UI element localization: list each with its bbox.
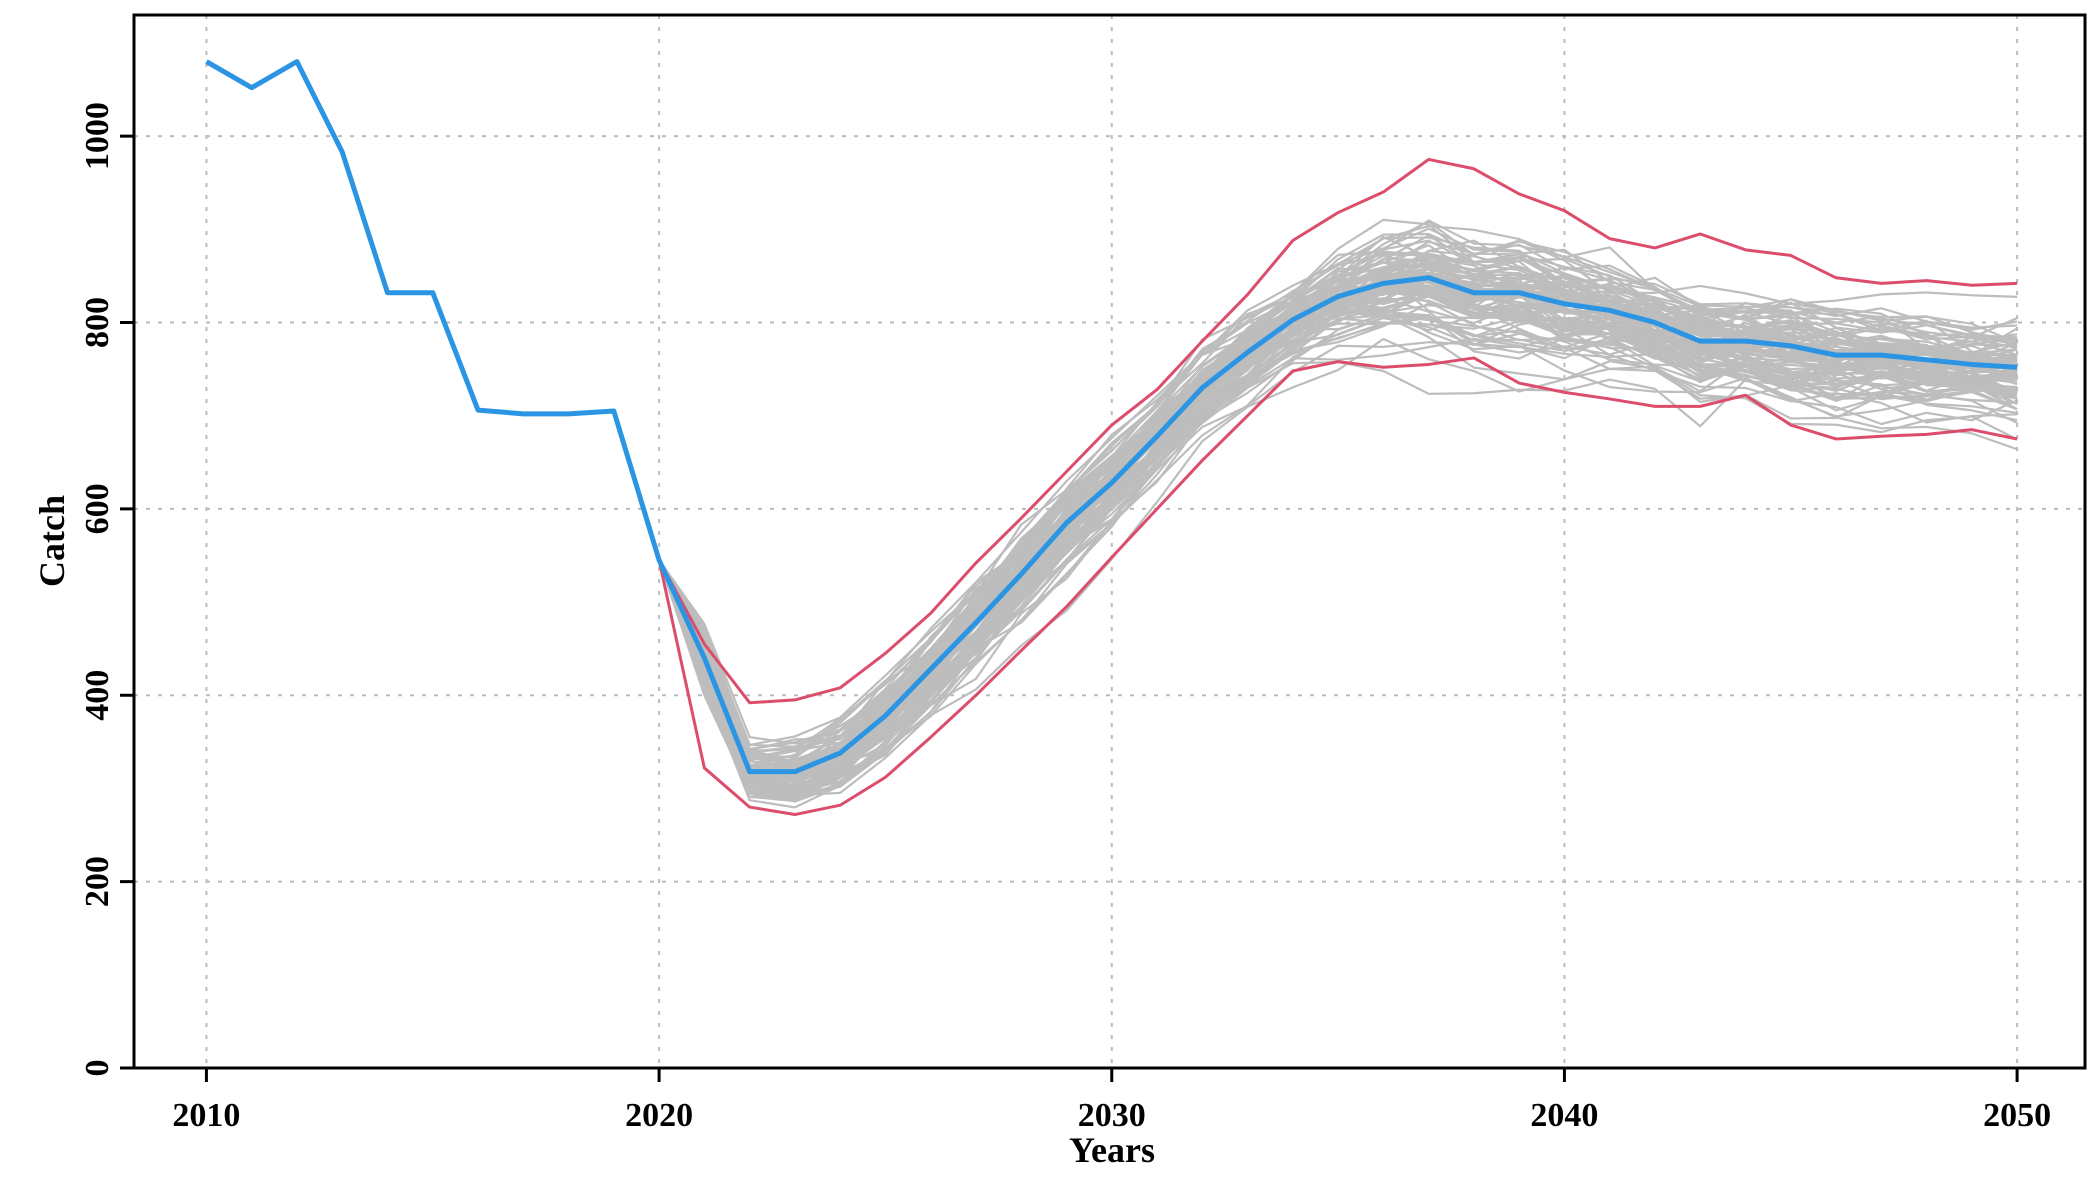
- x-tick-label: 2030: [1078, 1097, 1146, 1134]
- y-tick-label: 200: [79, 856, 116, 907]
- quantile-lines: [657, 157, 2018, 817]
- iteration-line: [658, 219, 2018, 752]
- upper-quantile-line: [657, 157, 2018, 705]
- iteration-line: [658, 337, 2018, 797]
- iteration-line: [658, 272, 2018, 782]
- x-axis-title: Years: [1069, 1130, 1155, 1170]
- iteration-line: [658, 272, 2018, 762]
- x-tick-label: 2040: [1530, 1097, 1598, 1134]
- y-axis-title: Catch: [32, 495, 72, 587]
- iteration-line: [658, 254, 2018, 789]
- y-tick-label: 400: [79, 670, 116, 721]
- y-tick-label: 800: [79, 297, 116, 348]
- y-tick-label: 0: [79, 1060, 116, 1077]
- y-tick-label: 600: [79, 483, 116, 534]
- grid-lines: [134, 15, 2085, 1069]
- iteration-line: [658, 340, 2018, 803]
- x-tick-label: 2050: [1983, 1097, 2051, 1134]
- median-line-group: [205, 59, 2018, 775]
- x-tick-label: 2020: [625, 1097, 693, 1134]
- iteration-lines: [658, 218, 2018, 809]
- lower-quantile-line: [657, 356, 2018, 817]
- plot-frame: [132, 13, 2087, 1070]
- iteration-line: [658, 316, 2018, 793]
- y-tick-label: 1000: [79, 102, 116, 170]
- iteration-line: [658, 301, 2018, 764]
- axes: 2010 2020 2030 2040 2050 0 200 400 600 800 1000: [79, 102, 2051, 1134]
- iteration-line: [658, 227, 2018, 751]
- x-tick-label: 2010: [172, 1097, 240, 1134]
- iteration-line: [658, 250, 2018, 773]
- median-line: [205, 59, 2018, 775]
